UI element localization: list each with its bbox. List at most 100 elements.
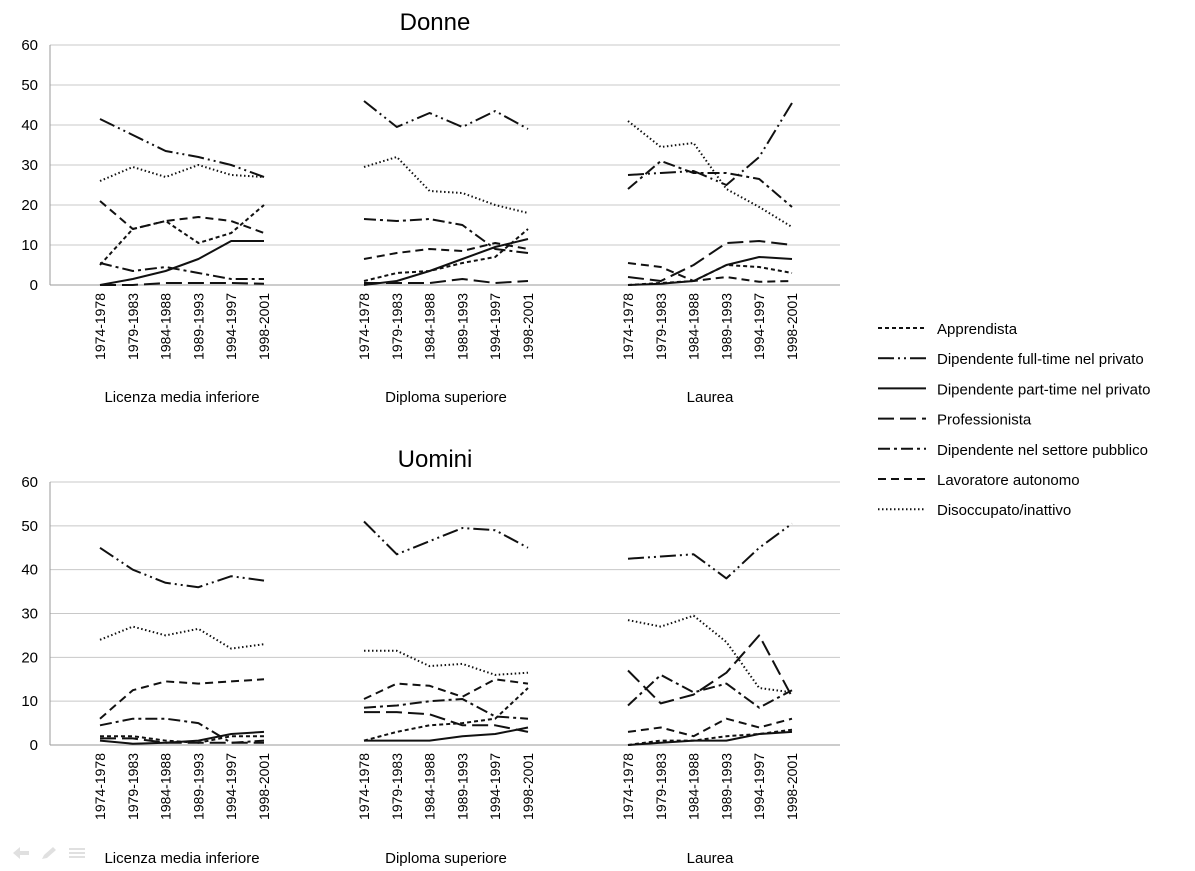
x-tick-label: 1984-1988 — [158, 293, 174, 360]
group-label: Diploma superiore — [385, 389, 507, 406]
y-tick-label: 40 — [21, 562, 38, 579]
series-line-dipendente-full-time-nel-privato — [363, 520, 529, 556]
y-tick-label: 60 — [21, 474, 38, 491]
slide-tools — [12, 846, 86, 860]
series-line-lavoratore-autonomo — [627, 717, 793, 738]
legend-label: Dipendente part-time nel privato — [937, 381, 1150, 398]
series-line-dipendente-part-time-nel-privato — [99, 240, 264, 286]
y-tick-label: 60 — [21, 37, 38, 54]
x-tick-label: 1974-1978 — [92, 753, 108, 820]
y-tick-label: 0 — [30, 737, 38, 754]
legend-label: Apprendista — [937, 321, 1018, 338]
menu-icon[interactable] — [68, 846, 86, 860]
series-line-dipendente-part-time-nel-privato — [364, 726, 529, 742]
x-tick-label: 1974-1978 — [356, 293, 372, 360]
series-line-dipendente-nel-settore-pubblico — [627, 673, 793, 709]
x-tick-label: 1979-1983 — [125, 753, 141, 820]
group-label: Laurea — [687, 850, 734, 867]
series-line-lavoratore-autonomo — [99, 200, 265, 234]
group-label: Diploma superiore — [385, 850, 507, 867]
series-line-dipendente-full-time-nel-privato — [363, 100, 529, 130]
x-tick-label: 1994-1997 — [487, 753, 503, 820]
series-line-apprendista — [99, 204, 265, 266]
legend-label: Dipendente nel settore pubblico — [937, 442, 1148, 459]
series-line-lavoratore-autonomo — [99, 678, 265, 720]
chart-title: Donne — [400, 9, 471, 36]
x-tick-label: 1974-1978 — [620, 293, 636, 360]
y-tick-label: 10 — [21, 237, 38, 254]
series-line-dipendente-full-time-nel-privato — [627, 522, 793, 580]
series-line-professionista — [364, 711, 529, 733]
series-line-lavoratore-autonomo — [627, 262, 793, 283]
x-tick-label: 1998-2001 — [784, 753, 800, 820]
x-tick-label: 1984-1988 — [158, 753, 174, 820]
series-line-apprendista — [627, 264, 793, 286]
series-line-dipendente-part-time-nel-privato — [627, 730, 793, 746]
x-tick-label: 1998-2001 — [784, 293, 800, 360]
y-tick-label: 50 — [21, 77, 38, 94]
panel-uomini: Uomini 0 10 20 30 40 50 60 1974-1978 1979-1983 198… — [21, 446, 840, 867]
back-arrow-icon[interactable] — [12, 846, 30, 860]
y-tick-label: 50 — [21, 518, 38, 535]
x-tick-label: 1979-1983 — [389, 293, 405, 360]
y-tick-label: 0 — [30, 277, 38, 294]
x-tick-label: 1974-1978 — [92, 293, 108, 360]
y-tick-label: 20 — [21, 197, 38, 214]
series-line-dipendente-part-time-nel-privato — [99, 730, 265, 745]
x-tick-label: 1998-2001 — [256, 293, 272, 360]
series-line-dipendente-full-time-nel-privato — [627, 102, 793, 186]
x-tick-label: 1989-1993 — [190, 293, 206, 360]
series-line-apprendista — [363, 228, 529, 282]
series-line-dipendente-nel-settore-pubblico — [99, 717, 265, 744]
series-line-disoccupato-inattivo — [99, 625, 265, 650]
legend: Apprendista Dipendente full-time nel priv… — [878, 321, 1150, 519]
chart-title: Uomini — [398, 446, 473, 473]
x-tick-label: 1974-1978 — [620, 753, 636, 820]
x-tick-label: 1994-1997 — [487, 293, 503, 360]
y-tick-label: 30 — [21, 157, 38, 174]
series-line-professionista — [627, 634, 793, 705]
series-line-professionista — [100, 282, 265, 286]
y-tick-label: 10 — [21, 693, 38, 710]
group-label: Licenza media inferiore — [104, 389, 259, 406]
series-line-dipendente-nel-settore-pubblico — [363, 698, 529, 720]
series-line-dipendente-part-time-nel-privato — [363, 238, 529, 286]
group-label: Licenza media inferiore — [104, 850, 259, 867]
x-tick-label: 1989-1993 — [718, 753, 734, 820]
legend-label: Disoccupato/inattivo — [937, 502, 1071, 519]
series-line-dipendente-part-time-nel-privato — [627, 256, 793, 286]
series-line-apprendista — [363, 687, 529, 742]
series-line-disoccupato-inattivo — [99, 164, 265, 182]
series-line-lavoratore-autonomo — [363, 678, 529, 700]
pen-icon[interactable] — [40, 846, 58, 860]
series-line-dipendente-full-time-nel-privato — [99, 118, 265, 178]
x-tick-label: 1989-1993 — [454, 753, 470, 820]
series-line-professionista — [364, 278, 529, 284]
series-line-dipendente-nel-settore-pubblico — [99, 262, 264, 280]
x-tick-label: 1984-1988 — [422, 293, 438, 360]
series-line-disoccupato-inattivo — [363, 156, 529, 214]
y-tick-label: 20 — [21, 649, 38, 666]
x-tick-label: 1989-1993 — [718, 293, 734, 360]
x-tick-label: 1998-2001 — [256, 753, 272, 820]
x-tick-label: 1998-2001 — [520, 293, 536, 360]
x-tick-label: 1984-1988 — [686, 293, 702, 360]
legend-label: Professionista — [937, 412, 1032, 429]
series-line-dipendente-nel-settore-pubblico — [363, 218, 529, 254]
y-tick-label: 40 — [21, 117, 38, 134]
x-tick-label: 1979-1983 — [653, 293, 669, 360]
x-tick-label: 1979-1983 — [389, 753, 405, 820]
x-tick-label: 1979-1983 — [653, 753, 669, 820]
x-tick-label: 1994-1997 — [751, 293, 767, 360]
legend-label: Lavoratore autonomo — [937, 472, 1080, 489]
x-tick-label: 1994-1997 — [751, 753, 767, 820]
series-line-disoccupato-inattivo — [364, 649, 529, 676]
x-tick-label: 1998-2001 — [520, 753, 536, 820]
series-line-lavoratore-autonomo — [363, 242, 529, 260]
x-tick-label: 1989-1993 — [454, 293, 470, 360]
legend-label: Dipendente full-time nel privato — [937, 351, 1144, 368]
x-tick-label: 1974-1978 — [356, 753, 372, 820]
x-tick-label: 1984-1988 — [422, 753, 438, 820]
x-tick-label: 1994-1997 — [223, 753, 239, 820]
